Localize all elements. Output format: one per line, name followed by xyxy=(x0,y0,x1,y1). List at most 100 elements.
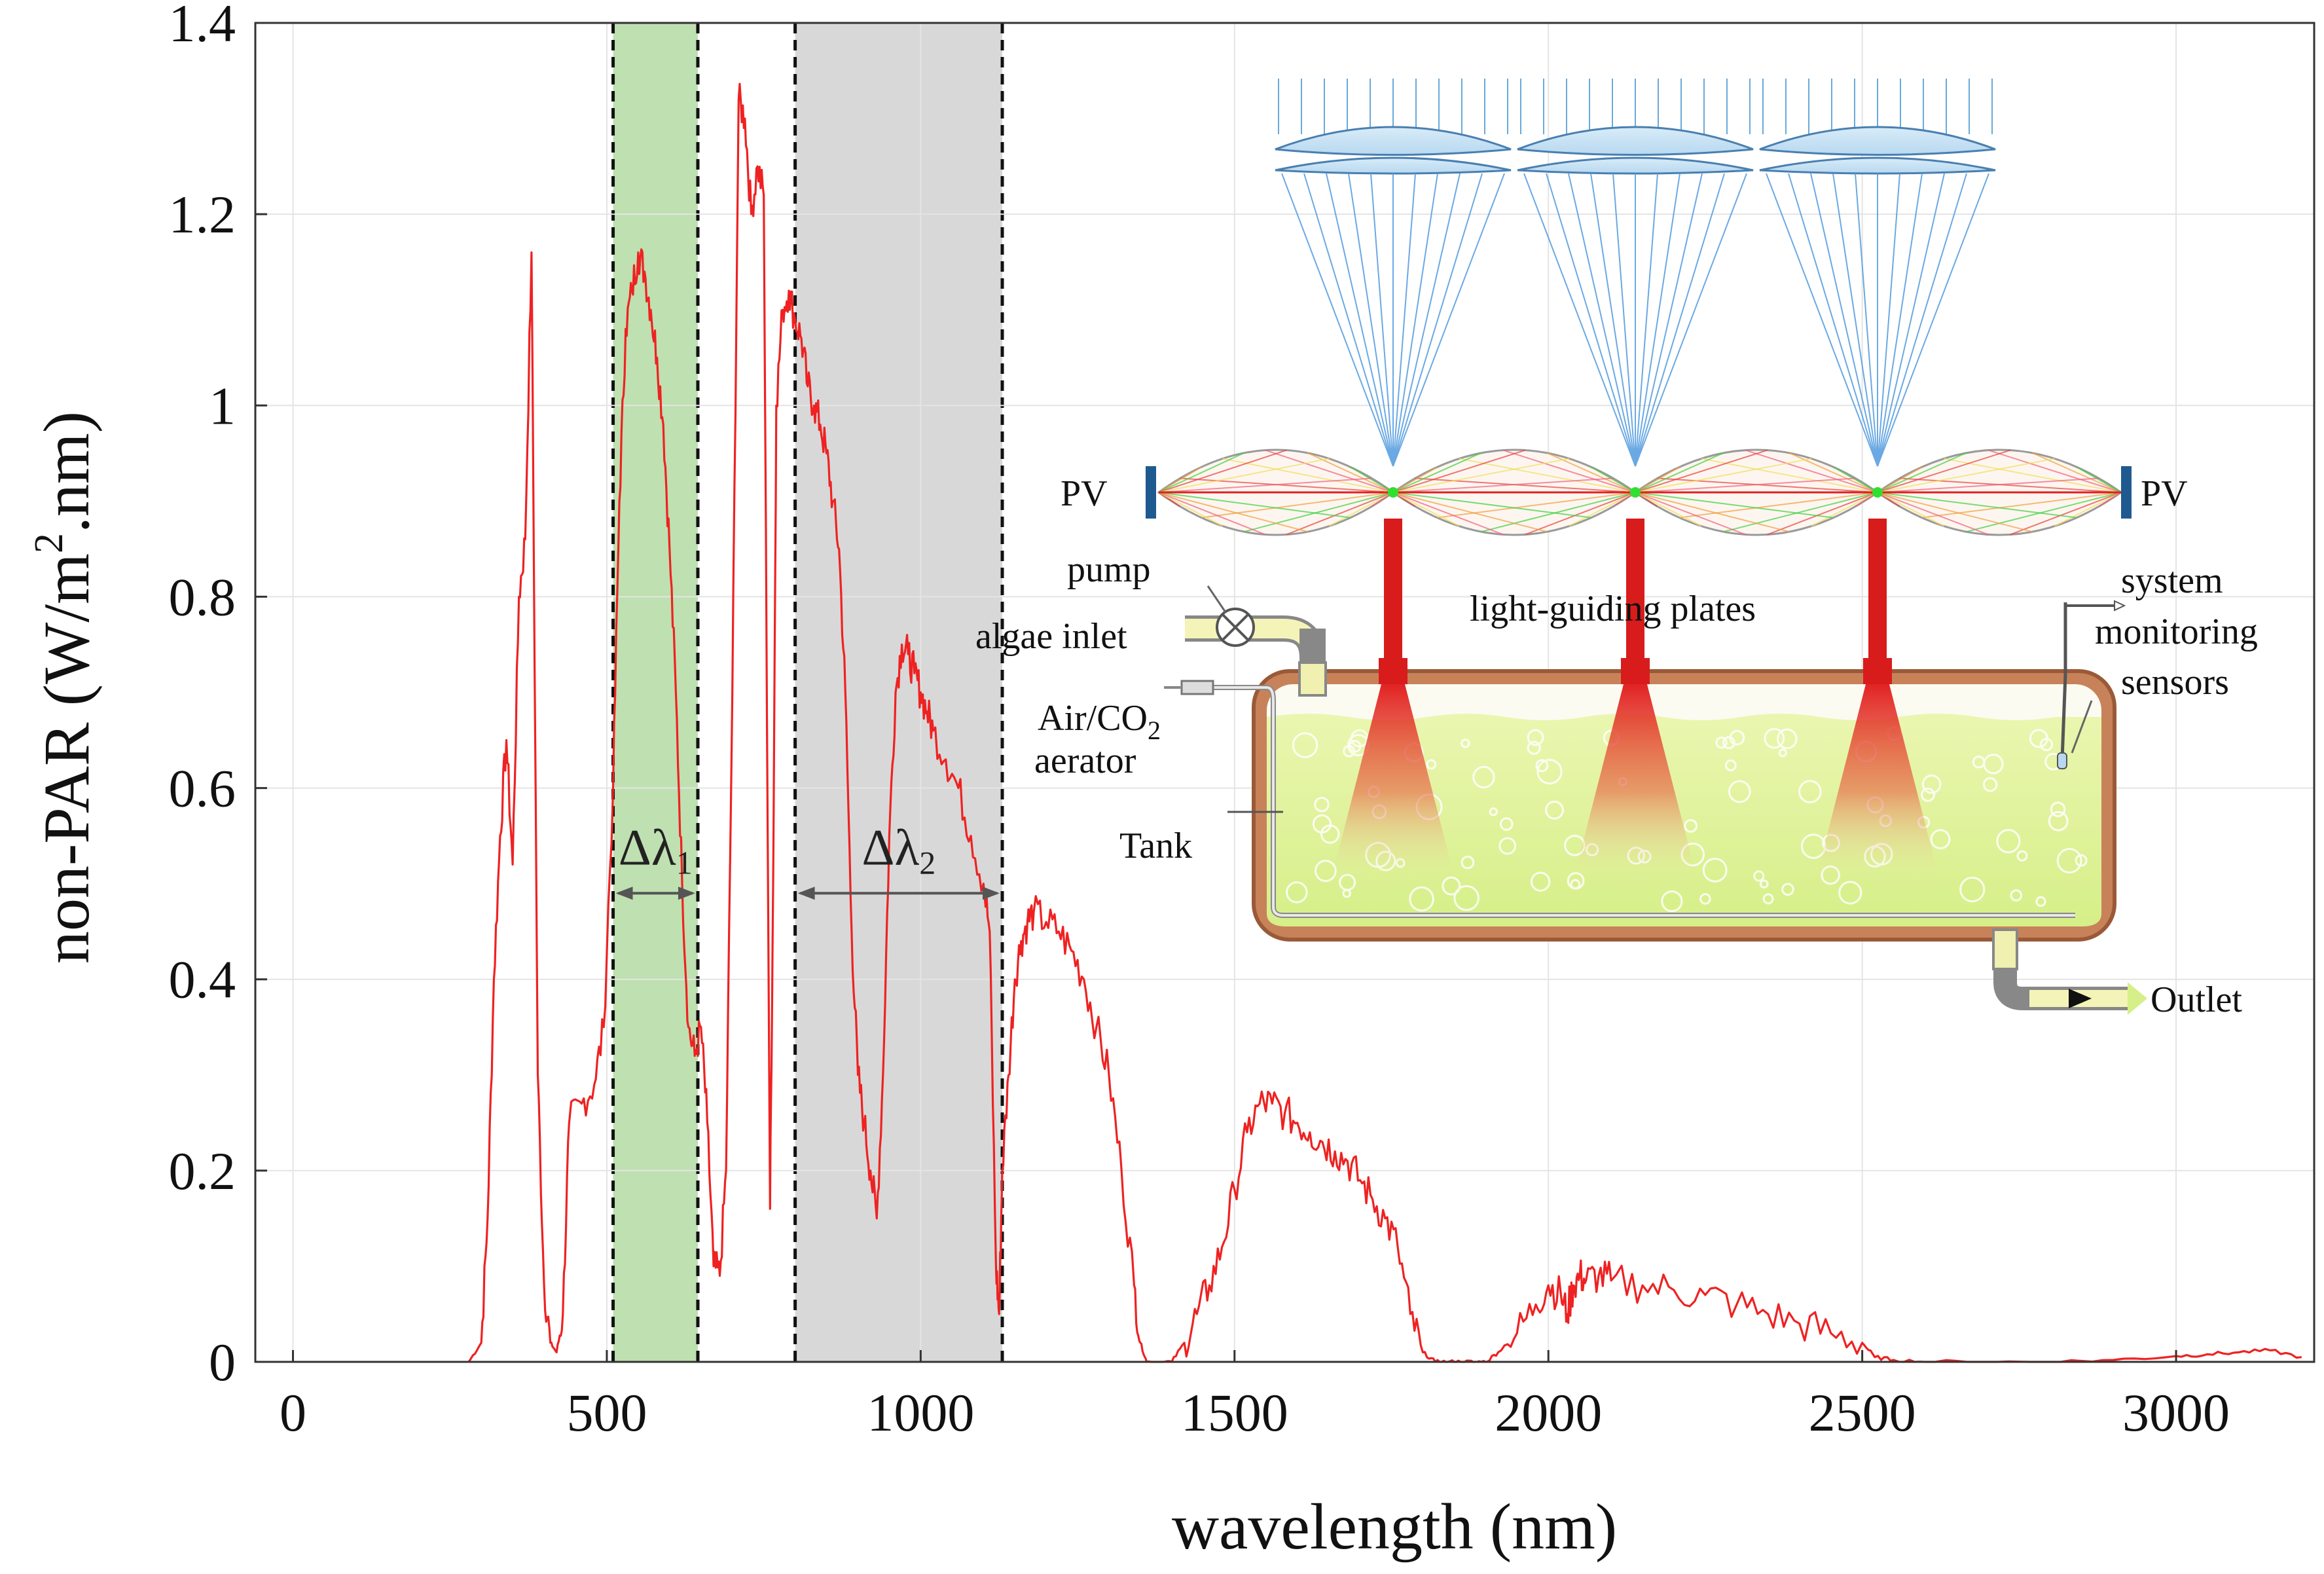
fresnel-lenses xyxy=(1275,126,1996,175)
x-tick-label-6: 3000 xyxy=(2122,1383,2230,1442)
bubble xyxy=(1959,876,1986,903)
pv-label-right: PV xyxy=(2141,473,2188,514)
y-axis-title-sup: 2 xyxy=(27,533,71,553)
guided-ray xyxy=(1392,466,1438,493)
guided-ray xyxy=(1201,492,1394,519)
converging-ray xyxy=(1370,173,1394,467)
bubble xyxy=(2050,801,2066,817)
lens-upper xyxy=(1275,126,1512,156)
light-beam xyxy=(1331,684,1455,881)
converging-ray xyxy=(1877,173,1900,467)
bubble xyxy=(1453,885,1480,911)
bubble xyxy=(1702,857,1728,883)
bubble xyxy=(2075,854,2088,867)
guided-ray xyxy=(1877,449,2011,493)
bubble xyxy=(2035,896,2046,907)
outlet-connector xyxy=(1992,928,2018,970)
guided-ray xyxy=(1877,466,1923,493)
light-beam xyxy=(1815,684,1940,881)
guided-ray xyxy=(1635,452,1724,493)
x-tick-label-3: 1500 xyxy=(1181,1383,1288,1442)
guided-ray xyxy=(1877,477,2099,493)
pump-label: pump xyxy=(1067,549,1151,590)
guided-ray xyxy=(1392,492,1460,527)
converging-ray xyxy=(1877,173,1967,467)
y-tick-label-3: 0.6 xyxy=(169,759,236,818)
guided-ray xyxy=(1459,458,1636,493)
guided-ray xyxy=(1635,477,1856,493)
pv-cell-left xyxy=(1146,466,1156,519)
focus-point xyxy=(1872,487,1883,498)
guided-ray xyxy=(1635,492,1702,527)
focus-point xyxy=(1630,487,1641,498)
guided-ray xyxy=(1723,492,1878,533)
band-2-arrowhead-left xyxy=(797,887,815,900)
bubble xyxy=(2016,850,2028,862)
guided-ray xyxy=(1635,492,1790,533)
bubble xyxy=(1461,739,1470,748)
sensors-label-line1: system xyxy=(2121,560,2223,601)
band-1-arrowhead-left xyxy=(615,887,633,900)
guided-ray xyxy=(1392,492,1591,519)
plot-frame xyxy=(254,22,2315,1363)
bubble xyxy=(1778,748,1787,758)
light-guide-rod xyxy=(1384,519,1402,679)
guided-ray xyxy=(1158,492,1351,519)
guided-ray xyxy=(1988,449,2122,493)
guided-ray xyxy=(1158,449,1287,493)
aerator-pipe-inner xyxy=(1185,686,2075,917)
x-axis-title: wavelength (nm) xyxy=(1172,1490,1617,1563)
y-tick-label-2: 0.4 xyxy=(169,950,236,1010)
bubble xyxy=(1535,759,1549,773)
bubble xyxy=(1498,837,1517,855)
band-1-arrowhead-right xyxy=(678,887,695,900)
bubble xyxy=(1409,886,1434,912)
guided-ray xyxy=(1265,449,1394,493)
guided-ray xyxy=(1437,492,1636,519)
guided-ray xyxy=(1158,492,1224,527)
guided-ray xyxy=(1392,492,1548,533)
guided-ray xyxy=(1833,466,1878,493)
light-guiding-plates xyxy=(1157,448,2123,536)
guided-ray xyxy=(1635,458,1812,493)
aerator-label-line2: aerator xyxy=(1034,741,1136,781)
band-2-label-sub: 2 xyxy=(919,844,935,881)
light-guide-rod xyxy=(1868,519,1887,679)
bubble xyxy=(1715,737,1728,749)
converging-ray xyxy=(1788,173,1878,467)
bubble xyxy=(1536,759,1563,785)
converging-ray xyxy=(1392,173,1461,467)
converging-ray xyxy=(1392,173,1483,467)
y-tick-label-6: 1.2 xyxy=(169,185,236,244)
guided-ray xyxy=(2010,492,2122,536)
guided-ray xyxy=(1767,492,1878,536)
converging-ray xyxy=(1303,173,1394,467)
converging-ray xyxy=(1877,173,1989,467)
outlet-flow-arrow xyxy=(2069,989,2092,1008)
bubble xyxy=(1921,787,1935,802)
guided-ray xyxy=(1635,449,1768,493)
outlet-label: Outlet xyxy=(2151,979,2242,1020)
light-guide-flange xyxy=(1621,658,1650,684)
light-guiding-plates-label: light-guiding plates xyxy=(1470,589,1756,629)
light-guide-flange xyxy=(1379,658,1407,684)
guided-ray xyxy=(1392,477,1614,493)
band-2-label: Δλ2 xyxy=(862,818,935,881)
bubble xyxy=(1314,796,1330,813)
converging-ray xyxy=(1523,173,1636,467)
bubble xyxy=(1489,807,1498,816)
tank-label: Tank xyxy=(1119,826,1192,866)
bubble xyxy=(1722,736,1735,750)
sensors-label-line2: monitoring xyxy=(2095,612,2258,652)
guided-ray xyxy=(1635,492,1746,536)
guided-ray xyxy=(1392,492,1504,536)
guided-ray xyxy=(1392,449,1526,493)
guided-ray xyxy=(1877,452,1967,493)
guided-ray xyxy=(1877,492,2033,533)
guided-ray xyxy=(1877,492,1989,536)
y-axis-title: non-PAR (W/m2.nm) xyxy=(27,411,103,964)
band-labels: Δλ1 Δλ2 xyxy=(615,818,1000,900)
band-1-label-main: Δλ xyxy=(619,818,676,875)
converging-ray xyxy=(1810,173,1878,467)
converging-ray xyxy=(1348,173,1394,467)
